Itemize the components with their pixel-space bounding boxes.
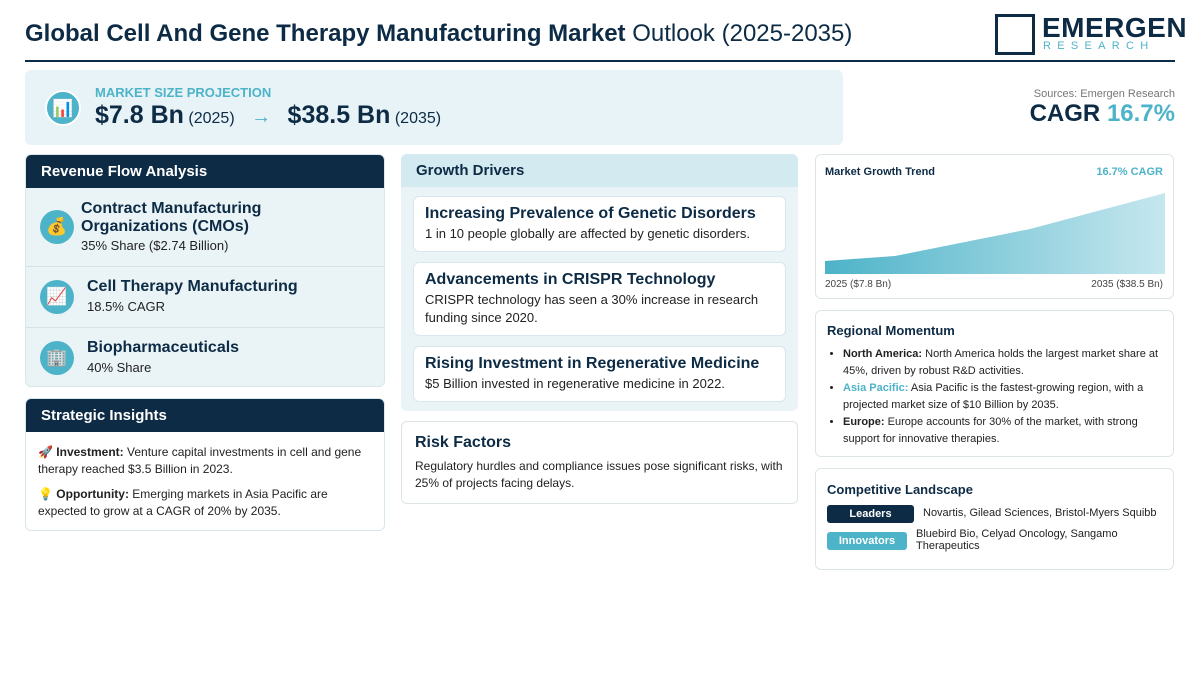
insight: 💡 Opportunity: Emerging markets in Asia … [38,486,373,520]
group-names: Bluebird Bio, Celyad Oncology, Sangamo T… [916,528,1118,552]
header-rule [25,60,1175,62]
region-name: Asia Pacific: [843,382,909,394]
divider [26,327,384,328]
projection-label: MARKET SIZE PROJECTION [95,85,272,100]
insight-icon: 🚀 [38,445,53,459]
panel-header: Strategic Insights [26,399,384,432]
title-bold: Global Cell And Gene Therapy Manufacturi… [25,20,626,47]
item-name: Cell Therapy Manufacturing [87,278,298,295]
logo-tagline: RESEARCH [1043,40,1155,52]
source: Sources: Emergen Research [1033,88,1175,100]
driver-title: Advancements in CRISPR Technology [425,271,716,288]
insights-panel: Strategic Insights 🚀 Investment: Venture… [25,398,385,531]
insight-icon: 💡 [38,487,53,501]
revenue-panel: Revenue Flow Analysis 💰 Contract Manufac… [25,154,385,387]
logo-mark [995,14,1035,55]
group-label: Leaders [827,505,914,523]
start-year: (2025) [188,110,235,127]
page-title: Global Cell And Gene Therapy Manufacturi… [25,20,852,48]
competitive-panel: Competitive Landscape Leaders Novartis, … [815,468,1174,570]
start-value: $7.8 Bn [95,101,184,129]
item-detail: 40% Share [87,360,152,375]
arrow: → [251,106,272,128]
area [825,193,1165,274]
divider [26,266,384,267]
risk-text: Regulatory hurdles and compliance issues… [415,459,783,490]
cagr-value: 16.7% [1106,100,1175,127]
end-year: (2035) [394,110,442,127]
region-item: Europe: Europe accounts for 30% of the m… [843,414,1162,447]
drivers-panel: Growth Drivers Increasing Prevalence of … [401,154,798,411]
region-name: Europe: [843,416,885,428]
competitive-title: Competitive Landscape [827,482,973,497]
title-rest: Outlook (2025-2035) [632,20,853,47]
insight-label: Investment: [56,445,124,459]
driver-card: Rising Investment in Regenerative Medici… [413,346,786,402]
projection-panel: 📊 MARKET SIZE PROJECTION $7.8 Bn (2025) … [25,70,843,145]
region-text: Asia Pacific is the fastest-growing regi… [843,382,1144,411]
insight-label: Opportunity: [56,487,129,501]
projection-values: $7.8 Bn (2025) → $38.5 Bn (2035) [95,101,441,130]
driver-text: 1 in 10 people globally are affected by … [425,226,750,241]
regional-panel: Regional Momentum North America: North A… [815,310,1174,457]
trend-end: 2035 ($38.5 Bn) [1091,279,1163,290]
driver-text: $5 Billion invested in regenerative medi… [425,376,725,391]
item-icon: 🏢 [40,341,74,375]
insight: 🚀 Investment: Venture capital investment… [38,444,373,478]
region-item: Asia Pacific: Asia Pacific is the fastes… [843,380,1162,413]
driver-card: Increasing Prevalence of Genetic Disorde… [413,196,786,252]
risk-panel: Risk Factors Regulatory hurdles and comp… [401,421,798,504]
end-value: $38.5 Bn [287,101,391,129]
group-label: Innovators [827,532,907,550]
region-text: North America holds the largest market s… [843,348,1159,377]
risk-title: Risk Factors [415,434,512,451]
trend-title: Market Growth Trend [825,166,936,178]
insight-text: Venture capital investments in cell and … [38,445,362,476]
trend-panel: Market Growth Trend 16.7% CAGR 2025 ($7.… [815,154,1174,299]
item-detail: 18.5% CAGR [87,299,166,314]
region-list: North America: North America holds the l… [827,346,1162,447]
trend-cagr: 16.7% CAGR [1096,166,1163,178]
group-names: Novartis, Gilead Sciences, Bristol-Myers… [923,507,1157,519]
driver-title: Increasing Prevalence of Genetic Disorde… [425,205,756,222]
region-text: Europe accounts for 30% of the market, w… [843,416,1138,445]
item-detail: 35% Share ($2.74 Billion) [81,238,229,253]
cagr: CAGR 16.7% [1030,100,1175,128]
item-name: Contract Manufacturing Organizations (CM… [81,200,262,235]
item-name: Biopharmaceuticals [87,339,240,356]
panel-header: Growth Drivers [401,154,798,187]
insight-text: Emerging markets in Asia Pacific are exp… [38,487,328,518]
panel-header: Revenue Flow Analysis [26,155,384,188]
logo-name: EMERGEN [1042,12,1188,43]
trend-start: 2025 ($7.8 Bn) [825,279,892,290]
region-item: North America: North America holds the l… [843,346,1162,379]
cagr-label: CAGR [1029,100,1101,127]
trend-area [825,193,1165,274]
driver-text: CRISPR technology has seen a 30% increas… [425,292,759,325]
regional-title: Regional Momentum [827,323,955,338]
driver-title: Rising Investment in Regenerative Medici… [425,355,760,372]
driver-card: Advancements in CRISPR Technology CRISPR … [413,262,786,336]
item-icon: 📈 [40,280,74,314]
item-icon: 💰 [40,210,74,244]
region-name: North America: [843,348,923,360]
projection-icon: 📊 [45,90,81,126]
